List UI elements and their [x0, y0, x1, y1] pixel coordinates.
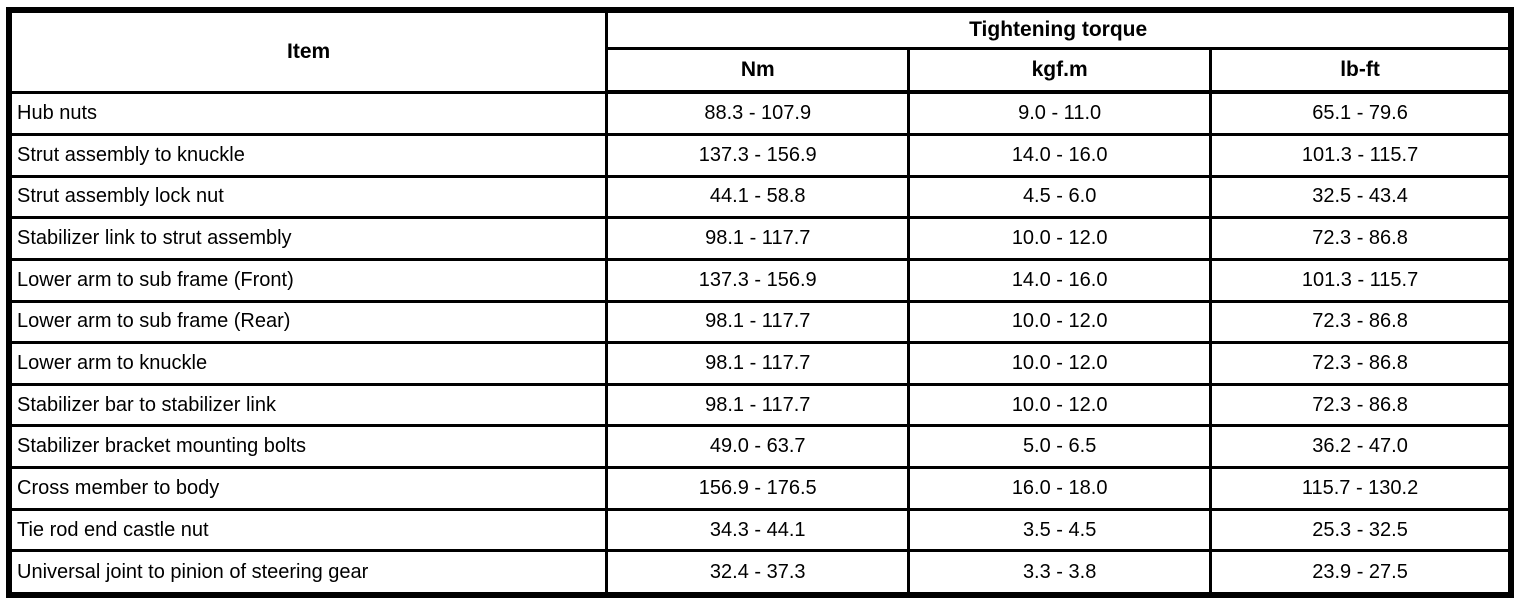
- table-row: Strut assembly to knuckle 137.3 - 156.9 …: [7, 132, 1513, 178]
- lbft-cell: 115.7 - 130.2: [1209, 466, 1513, 511]
- lbft-cell: 101.3 - 115.7: [1209, 132, 1513, 178]
- kgfm-cell: 14.0 - 16.0: [907, 132, 1213, 178]
- nm-cell: 98.1 - 117.7: [605, 216, 911, 261]
- lbft-cell: 25.3 - 32.5: [1209, 507, 1513, 553]
- nm-cell: 34.3 - 44.1: [605, 507, 911, 553]
- header-group-row: Item Tightening torque: [7, 8, 1513, 94]
- tightening-torque-table: Item Tightening torque Nm kgf.m lb-ft Hu…: [6, 7, 1514, 598]
- table-row: Strut assembly lock nut 44.1 - 58.8 4.5 …: [7, 174, 1513, 220]
- kgfm-cell: 16.0 - 18.0: [907, 466, 1213, 511]
- nm-cell: 88.3 - 107.9: [605, 90, 911, 136]
- tightening-torque-group-header: Tightening torque: [605, 8, 1513, 50]
- lbft-cell: 72.3 - 86.8: [1209, 382, 1513, 428]
- kgfm-cell: 4.5 - 6.0: [907, 174, 1213, 220]
- kgfm-cell: 3.5 - 4.5: [907, 507, 1213, 553]
- item-cell: Lower arm to sub frame (Rear): [7, 299, 609, 345]
- table-body: Hub nuts 88.3 - 107.9 9.0 - 11.0 65.1 - …: [7, 90, 1513, 597]
- table-row: Universal joint to pinion of steering ge…: [7, 549, 1513, 597]
- lbft-cell: 23.9 - 27.5: [1209, 549, 1513, 597]
- item-cell: Lower arm to sub frame (Front): [7, 257, 609, 303]
- nm-cell: 49.0 - 63.7: [605, 424, 911, 470]
- table-header: Item Tightening torque Nm kgf.m lb-ft: [7, 8, 1513, 94]
- nm-cell: 137.3 - 156.9: [605, 132, 911, 178]
- item-cell: Stabilizer bracket mounting bolts: [7, 424, 609, 470]
- item-cell: Tie rod end castle nut: [7, 507, 609, 553]
- kgfm-cell: 3.3 - 3.8: [907, 549, 1213, 597]
- nm-cell: 98.1 - 117.7: [605, 299, 911, 345]
- header-units-row: Nm kgf.m lb-ft: [9, 46, 1513, 94]
- kgfm-cell: 10.0 - 12.0: [907, 341, 1213, 386]
- item-cell: Lower arm to knuckle: [7, 341, 609, 386]
- lbft-cell: 72.3 - 86.8: [1209, 299, 1513, 345]
- table-row: Tie rod end castle nut 34.3 - 44.1 3.5 -…: [7, 507, 1513, 553]
- table-row: Lower arm to knuckle 98.1 - 117.7 10.0 -…: [7, 341, 1513, 386]
- table-row: Stabilizer bar to stabilizer link 98.1 -…: [7, 382, 1513, 428]
- item-cell: Strut assembly to knuckle: [7, 132, 609, 178]
- table-row: Stabilizer bracket mounting bolts 49.0 -…: [7, 424, 1513, 470]
- kgfm-cell: 10.0 - 12.0: [907, 382, 1213, 428]
- lbft-cell: 72.3 - 86.8: [1209, 341, 1513, 386]
- item-cell: Stabilizer link to strut assembly: [7, 216, 609, 261]
- kgfm-cell: 5.0 - 6.5: [907, 424, 1213, 470]
- item-cell: Strut assembly lock nut: [7, 174, 609, 220]
- nm-cell: 98.1 - 117.7: [605, 341, 911, 386]
- table-row: Lower arm to sub frame (Rear) 98.1 - 117…: [7, 299, 1513, 345]
- nm-column-header: Nm: [605, 46, 911, 94]
- table-row: Cross member to body 156.9 - 176.5 16.0 …: [7, 466, 1513, 511]
- item-cell: Universal joint to pinion of steering ge…: [7, 549, 609, 597]
- table-row: Stabilizer link to strut assembly 98.1 -…: [7, 216, 1513, 261]
- kgfm-cell: 14.0 - 16.0: [907, 257, 1213, 303]
- lbft-column-header: lb-ft: [1209, 46, 1513, 94]
- lbft-cell: 32.5 - 43.4: [1209, 174, 1513, 220]
- lbft-cell: 65.1 - 79.6: [1209, 90, 1513, 136]
- nm-cell: 98.1 - 117.7: [605, 382, 911, 428]
- kgfm-cell: 10.0 - 12.0: [907, 216, 1213, 261]
- lbft-cell: 36.2 - 47.0: [1209, 424, 1513, 470]
- nm-cell: 44.1 - 58.8: [605, 174, 911, 220]
- kgfm-column-header: kgf.m: [907, 46, 1213, 94]
- item-cell: Cross member to body: [7, 466, 609, 511]
- item-cell: Stabilizer bar to stabilizer link: [7, 382, 609, 428]
- nm-cell: 32.4 - 37.3: [605, 549, 911, 597]
- nm-cell: 156.9 - 176.5: [605, 466, 911, 511]
- kgfm-cell: 10.0 - 12.0: [907, 299, 1213, 345]
- kgfm-cell: 9.0 - 11.0: [907, 90, 1213, 136]
- item-column-header: Item: [7, 8, 609, 94]
- lbft-cell: 72.3 - 86.8: [1209, 216, 1513, 261]
- nm-cell: 137.3 - 156.9: [605, 257, 911, 303]
- lbft-cell: 101.3 - 115.7: [1209, 257, 1513, 303]
- item-cell: Hub nuts: [7, 90, 609, 136]
- table-row: Hub nuts 88.3 - 107.9 9.0 - 11.0 65.1 - …: [7, 90, 1513, 136]
- table-row: Lower arm to sub frame (Front) 137.3 - 1…: [7, 257, 1513, 303]
